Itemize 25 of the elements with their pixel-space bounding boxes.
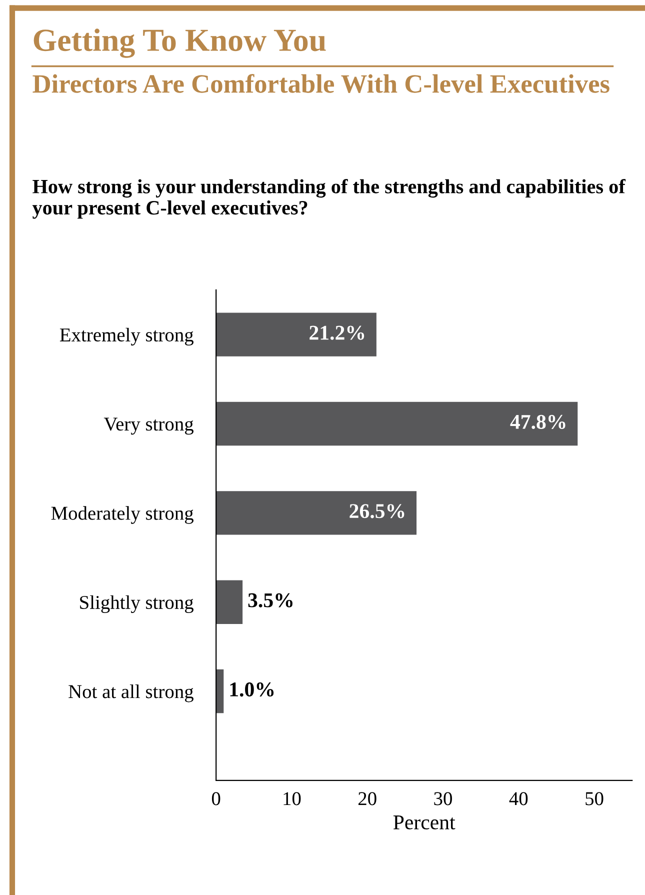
y-tick-label: Slightly strong (80, 595, 194, 614)
bar (216, 580, 243, 624)
bar (216, 312, 376, 356)
text: How strong is your understanding of the strengths and capabilities of your present C-level executives? (32, 179, 626, 219)
x-tick-label: 40 (509, 792, 528, 806)
bar (216, 491, 417, 535)
data-label: 3.5% (248, 593, 292, 608)
x-axis-title: Percent (393, 816, 456, 830)
x-tick-label: 50 (586, 792, 604, 806)
y-tick-label: Not at all strong (68, 684, 194, 702)
data-label: 47.8% (510, 414, 566, 430)
y-tick-label: Extremely strong (60, 328, 194, 346)
y-tick-label: Very strong (104, 418, 194, 435)
chart-title: Getting To Know You (34, 28, 326, 58)
y-tick-label: Moderately strong (51, 506, 194, 524)
bar (216, 402, 578, 446)
chart-subtitle: Directors Are Comfortable With C-level Executives (32, 74, 610, 93)
data-label: 1.0% (230, 682, 274, 697)
x-tick-label: 30 (434, 792, 452, 806)
data-label: 26.5% (350, 504, 404, 518)
x-tick-label: 20 (358, 792, 376, 806)
data-label: 21.2% (310, 326, 364, 340)
x-tick-label: 10 (284, 792, 301, 806)
x-tick-label: 0 (212, 792, 220, 806)
bar (216, 669, 224, 714)
